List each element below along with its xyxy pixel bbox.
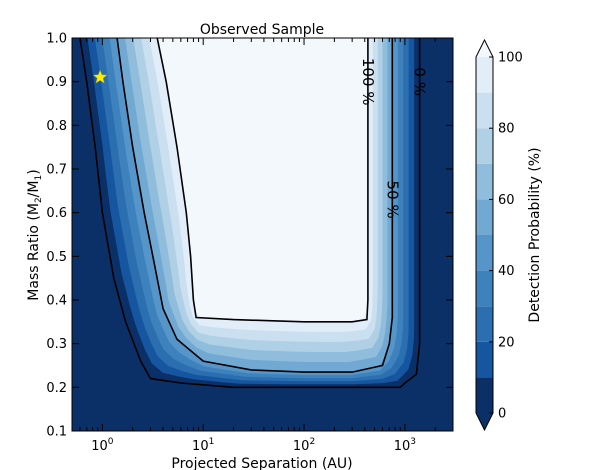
y-tick-label: 0.8: [46, 119, 67, 134]
colorbar-extend-min: [476, 413, 493, 430]
y-tick-label: 1.0: [46, 32, 67, 47]
y-tick-label: 0.1: [46, 425, 67, 440]
colorbar-band: [476, 377, 493, 413]
contour-label-0: 0 %: [411, 67, 429, 96]
colorbar-band: [476, 235, 493, 271]
markers-layer: [92, 69, 108, 84]
colorbar-tick-label: 100: [498, 51, 523, 66]
contour-label-100: 100 %: [359, 58, 377, 106]
x-axis-label: Projected Separation (AU): [171, 456, 352, 470]
contour-line-0: [79, 38, 421, 389]
colorbar-ticks: 0 20 40 60 80 100: [489, 51, 523, 422]
y-axis-label: Mass Ratio (M2/M1): [26, 169, 44, 300]
y-axis-ticks: 0.1 0.2 0.3 0.4 0.5 0.6 0.7 0.8 0.9 1.0: [46, 32, 453, 440]
fill-level-100: [157, 38, 368, 322]
contour-line-100: [156, 38, 369, 323]
colorbar-extend-max: [476, 40, 493, 57]
plot-area: [72, 38, 453, 431]
star-marker: [92, 69, 108, 84]
contour-line-50: [116, 38, 394, 373]
y-tick-label: 0.5: [46, 250, 67, 265]
y-tick-label: 0.2: [46, 381, 67, 396]
colorbar-band: [476, 199, 493, 235]
colorbar-band: [476, 128, 493, 164]
contour-label-50: 50 %: [383, 181, 401, 219]
colorbar-band: [476, 270, 493, 307]
colorbar-label: Detection Probability (%): [527, 147, 543, 322]
colorbar-tick-label: 0: [498, 407, 506, 422]
y-tick-label: 0.6: [46, 206, 67, 221]
y-tick-label: 0.9: [46, 75, 67, 90]
colorbar-tick-label: 20: [498, 335, 515, 350]
y-tick-label: 0.3: [46, 337, 67, 352]
colorbar-tick-label: 40: [498, 264, 515, 279]
colorbar-band: [476, 163, 493, 200]
colorbar-tick-label: 80: [498, 122, 515, 137]
y-tick-label: 0.4: [46, 294, 67, 309]
x-tick-label: 102: [293, 437, 315, 454]
colorbar-band: [476, 92, 493, 129]
contour-labels: 0 % 50 % 100 %: [359, 58, 429, 219]
colorbar: 0 20 40 60 80 100 Detection Probability (%): [475, 38, 543, 432]
x-tick-label: 101: [192, 437, 214, 454]
colorbar-bands: [476, 40, 493, 430]
colorbar-band: [476, 306, 493, 342]
x-tick-label: 103: [394, 437, 416, 454]
colorbar-band: [476, 57, 493, 93]
y-tick-label: 0.7: [46, 163, 67, 178]
chart-title: Observed Sample: [200, 22, 324, 38]
x-tick-label: 100: [91, 437, 114, 454]
probability-fill-layers: [72, 38, 453, 431]
colorbar-band: [476, 341, 493, 378]
plot-frame: [71, 37, 454, 432]
x-axis-ticks: 100 101 102 103: [71, 38, 454, 454]
colorbar-tick-label: 60: [498, 193, 515, 208]
contour-lines: [79, 38, 421, 389]
